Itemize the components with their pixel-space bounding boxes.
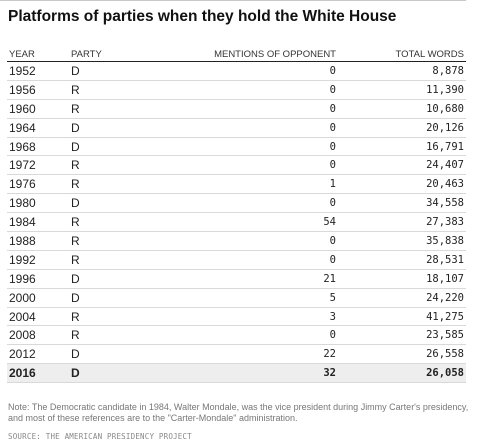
data-table: YEAR PARTY MENTIONS OF OPPONENT TOTAL WO…: [7, 44, 466, 384]
year-cell: 2000: [7, 288, 69, 308]
year-cell: 2012: [7, 344, 69, 365]
table-row: 1964 D 0 20,126: [7, 118, 466, 138]
table-row: 2004 R 3 41,275: [7, 307, 466, 327]
party-cell: D: [69, 344, 179, 365]
words-cell: 41,275: [338, 307, 466, 327]
mentions-cell: 5: [179, 288, 338, 308]
mentions-cell: 54: [179, 212, 338, 233]
table-row: 1960 R 0 10,680: [7, 99, 466, 119]
mentions-cell: 0: [179, 231, 338, 251]
words-cell: 10,680: [338, 99, 466, 119]
table-row: 1952 D 0 8,878: [7, 61, 466, 81]
year-cell: 2008: [7, 325, 69, 346]
mentions-cell: 0: [179, 325, 338, 346]
year-cell: 1996: [7, 269, 69, 289]
party-cell: R: [69, 174, 179, 195]
party-cell: R: [69, 325, 179, 346]
party-cell: D: [69, 269, 179, 289]
party-cell: D: [69, 118, 179, 138]
party-cell: D: [69, 363, 179, 384]
party-cell: R: [69, 99, 179, 119]
table-row: 1976 R 1 20,463: [7, 174, 466, 195]
party-cell: R: [69, 212, 179, 233]
table-row: 1980 D 0 34,558: [7, 193, 466, 214]
table-row: 2012 D 22 26,558: [7, 344, 466, 365]
party-cell: R: [69, 250, 179, 270]
mentions-cell: 0: [179, 155, 338, 176]
words-cell: 28,531: [338, 250, 466, 270]
mentions-cell: 0: [179, 193, 338, 214]
words-column-header: TOTAL WORDS: [338, 44, 466, 62]
party-column-header: PARTY: [69, 44, 179, 62]
party-cell: R: [69, 231, 179, 251]
mentions-cell: 0: [179, 250, 338, 270]
mentions-cell: 21: [179, 269, 338, 289]
year-cell: 1952: [7, 61, 69, 81]
words-cell: 24,220: [338, 288, 466, 308]
mentions-cell: 22: [179, 344, 338, 365]
words-cell: 16,791: [338, 137, 466, 157]
year-column-header: YEAR: [7, 44, 69, 62]
table-row: 1996 D 21 18,107: [7, 269, 466, 289]
mentions-cell: 0: [179, 80, 338, 100]
words-cell: 11,390: [338, 80, 466, 100]
year-cell: 1992: [7, 250, 69, 270]
table-row: 2000 D 5 24,220: [7, 288, 466, 308]
year-cell: 1960: [7, 99, 69, 119]
party-cell: R: [69, 80, 179, 100]
year-cell: 1972: [7, 155, 69, 176]
words-cell: 24,407: [338, 155, 466, 176]
words-cell: 26,558: [338, 344, 466, 365]
words-cell: 35,838: [338, 231, 466, 251]
header-row: YEAR PARTY MENTIONS OF OPPONENT TOTAL WO…: [7, 44, 466, 62]
mentions-cell: 0: [179, 137, 338, 157]
table-row: 1992 R 0 28,531: [7, 250, 466, 270]
party-cell: D: [69, 288, 179, 308]
year-cell: 1964: [7, 118, 69, 138]
words-cell: 27,383: [338, 212, 466, 233]
footnote: Note: The Democratic candidate in 1984, …: [8, 402, 469, 423]
words-cell: 8,878: [338, 61, 466, 81]
mentions-cell: 1: [179, 174, 338, 195]
words-cell: 18,107: [338, 269, 466, 289]
table-row: 2016 D 32 26,058: [7, 363, 466, 384]
year-cell: 1976: [7, 174, 69, 195]
source-line: SOURCE: THE AMERICAN PRESIDENCY PROJECT: [8, 432, 192, 441]
mentions-cell: 0: [179, 99, 338, 119]
mentions-cell: 0: [179, 118, 338, 138]
year-cell: 1956: [7, 80, 69, 100]
words-cell: 26,058: [338, 363, 466, 384]
mentions-cell: 0: [179, 61, 338, 81]
year-cell: 1968: [7, 137, 69, 157]
top-rule: [0, 0, 466, 1]
mentions-cell: 3: [179, 307, 338, 327]
words-cell: 34,558: [338, 193, 466, 214]
party-cell: D: [69, 61, 179, 81]
words-cell: 20,463: [338, 174, 466, 195]
year-cell: 2016: [7, 363, 69, 384]
year-cell: 1980: [7, 193, 69, 214]
table-row: 1968 D 0 16,791: [7, 137, 466, 157]
year-cell: 2004: [7, 307, 69, 327]
table-row: 1956 R 0 11,390: [7, 80, 466, 100]
party-cell: R: [69, 155, 179, 176]
table-row: 1988 R 0 35,838: [7, 231, 466, 251]
mentions-cell: 32: [179, 363, 338, 384]
year-cell: 1984: [7, 212, 69, 233]
party-cell: R: [69, 307, 179, 327]
chart-title: Platforms of parties when they hold the …: [8, 8, 397, 25]
mentions-column-header: MENTIONS OF OPPONENT: [179, 44, 338, 62]
table-row: 2008 R 0 23,585: [7, 325, 466, 346]
words-cell: 20,126: [338, 118, 466, 138]
year-cell: 1988: [7, 231, 69, 251]
party-cell: D: [69, 193, 179, 214]
table-body: 1952 D 0 8,878 1956 R 0 11,390 1960 R 0 10,680 1964 D…: [7, 61, 466, 384]
table-row: 1972 R 0 24,407: [7, 155, 466, 176]
table-row: 1984 R 54 27,383: [7, 212, 466, 233]
words-cell: 23,585: [338, 325, 466, 346]
party-cell: D: [69, 137, 179, 157]
